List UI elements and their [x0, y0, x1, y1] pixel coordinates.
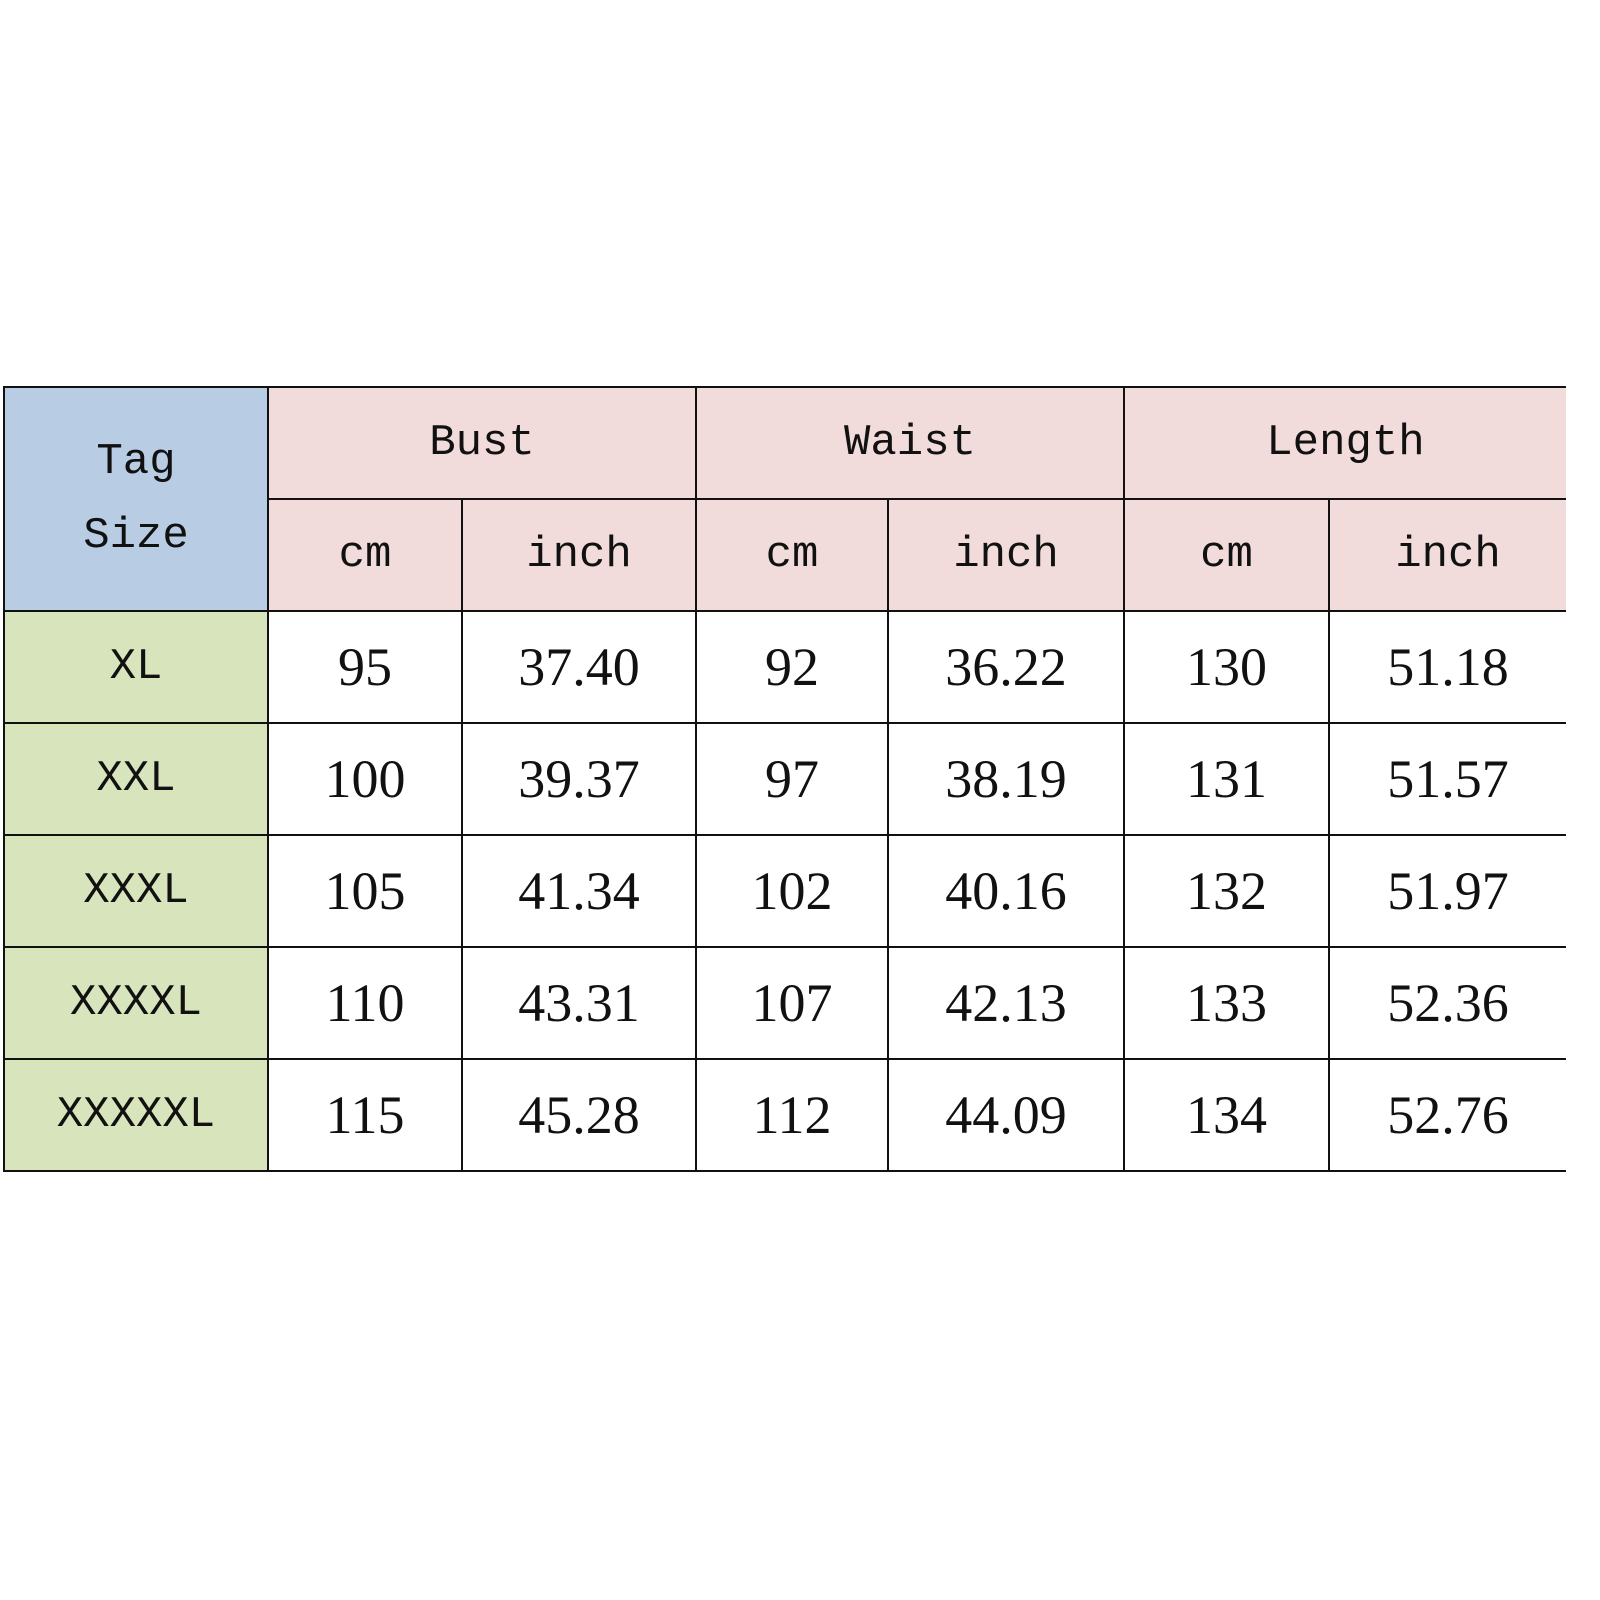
table-row: XL 95 37.40 92 36.22 130 51.18: [3, 610, 1566, 724]
table-row: XXL 100 39.37 97 38.19 131 51.57: [3, 722, 1566, 836]
value-cell: 107: [695, 946, 889, 1060]
table-row: XXXL 105 41.34 102 40.16 132 51.97: [3, 834, 1566, 948]
value-cell: 112: [695, 1058, 889, 1172]
value-cell: 95: [267, 610, 463, 724]
value-cell: 44.09: [887, 1058, 1125, 1172]
value-cell: 100: [267, 722, 463, 836]
value-cell: 131: [1123, 722, 1330, 836]
value-cell: 36.22: [887, 610, 1125, 724]
size-cell: XXXXL: [3, 946, 269, 1060]
size-cell: XL: [3, 610, 269, 724]
value-cell: 134: [1123, 1058, 1330, 1172]
table-row: XXXXL 110 43.31 107 42.13 133 52.36: [3, 946, 1566, 1060]
unit-header: inch: [1328, 498, 1566, 612]
value-cell: 130: [1123, 610, 1330, 724]
unit-header: cm: [695, 498, 889, 612]
unit-header: cm: [1123, 498, 1330, 612]
size-label: Size: [83, 511, 189, 561]
size-cell: XXXL: [3, 834, 269, 948]
unit-header: inch: [887, 498, 1125, 612]
unit-header: cm: [267, 498, 463, 612]
tag-label: Tag: [96, 437, 176, 487]
value-cell: 37.40: [461, 610, 697, 724]
size-cell: XXL: [3, 722, 269, 836]
unit-header: inch: [461, 498, 697, 612]
value-cell: 132: [1123, 834, 1330, 948]
size-chart: Tag Size Bust Waist Length cm inch cm inc…: [3, 386, 1566, 1172]
value-cell: 52.36: [1328, 946, 1566, 1060]
header-row-units: cm inch cm inch cm inch: [4, 498, 1566, 612]
value-cell: 105: [267, 834, 463, 948]
value-cell: 133: [1123, 946, 1330, 1060]
header-row-groups: Tag Size Bust Waist Length: [3, 386, 1566, 612]
value-cell: 51.57: [1328, 722, 1566, 836]
value-cell: 38.19: [887, 722, 1125, 836]
value-cell: 43.31: [461, 946, 697, 1060]
value-cell: 41.34: [461, 834, 697, 948]
size-chart-table: Tag Size Bust Waist Length cm inch cm inc…: [3, 386, 1566, 1172]
value-cell: 102: [695, 834, 889, 948]
value-cell: 110: [267, 946, 463, 1060]
value-cell: 39.37: [461, 722, 697, 836]
value-cell: 52.76: [1328, 1058, 1566, 1172]
size-cell: XXXXXL: [3, 1058, 269, 1172]
value-cell: 51.97: [1328, 834, 1566, 948]
value-cell: 45.28: [461, 1058, 697, 1172]
value-cell: 40.16: [887, 834, 1125, 948]
value-cell: 115: [267, 1058, 463, 1172]
tag-size-header: Tag Size: [3, 386, 269, 612]
waist-header: Waist: [695, 386, 1125, 500]
value-cell: 92: [695, 610, 889, 724]
value-cell: 51.18: [1328, 610, 1566, 724]
value-cell: 42.13: [887, 946, 1125, 1060]
bust-header: Bust: [267, 386, 697, 500]
table-row: XXXXXL 115 45.28 112 44.09 134 52.76: [3, 1058, 1566, 1172]
length-header: Length: [1123, 386, 1566, 500]
value-cell: 97: [695, 722, 889, 836]
